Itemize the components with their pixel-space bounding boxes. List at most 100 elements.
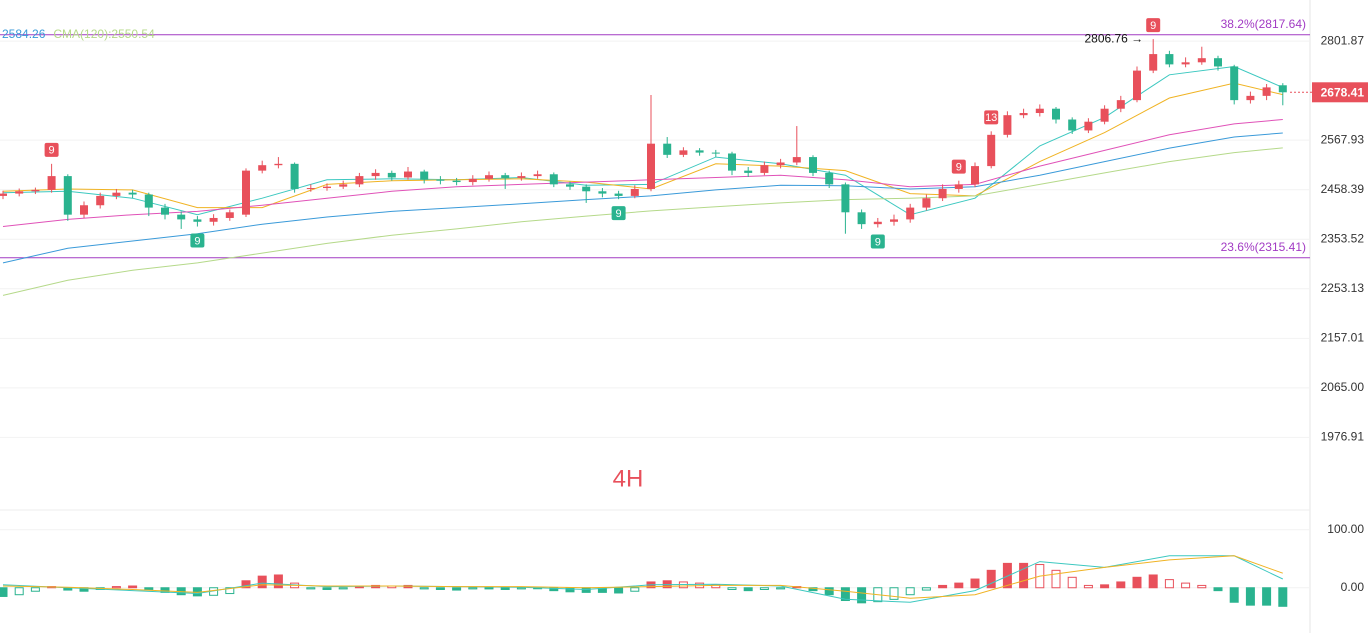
candle-body <box>0 193 7 196</box>
candle-body <box>647 143 655 189</box>
candle-body <box>582 186 591 192</box>
peak-label: 2806.76 → <box>1084 31 1143 45</box>
macd-bar <box>1262 587 1272 606</box>
candle-body <box>258 165 267 171</box>
candle-body <box>1068 119 1077 131</box>
y-tick-label: 2353.52 <box>1321 231 1365 245</box>
macd-bar <box>1148 574 1158 589</box>
y-tick-label: 2801.87 <box>1321 33 1365 47</box>
macd-bar <box>1229 587 1239 603</box>
level-label: 23.6%(2315.41) <box>1221 240 1306 254</box>
td-label: 9 <box>956 162 962 174</box>
candle-body <box>355 176 364 185</box>
candle-body <box>744 170 753 173</box>
td-badge <box>190 233 205 248</box>
macd-bar <box>257 575 267 589</box>
candle-body <box>954 184 963 189</box>
candle-body <box>1019 113 1028 116</box>
candle-body <box>1165 54 1174 65</box>
last-price-tag <box>1312 82 1368 103</box>
candle-body <box>420 171 429 180</box>
td-badge <box>611 206 626 221</box>
macd-bar <box>1100 584 1110 589</box>
y-tick-label: 1976.91 <box>1321 430 1365 444</box>
candle-body <box>517 176 526 178</box>
candle-body <box>598 191 607 194</box>
td-badge <box>984 110 999 125</box>
candle-body <box>468 178 477 183</box>
macd-bar <box>306 587 316 590</box>
candle-body <box>339 184 348 187</box>
candle-body <box>177 214 186 220</box>
candle-body <box>209 217 218 222</box>
td-label: 9 <box>194 235 200 247</box>
macd-bar <box>14 587 24 596</box>
candle-body <box>1214 58 1222 67</box>
candle-body <box>825 172 834 185</box>
level-label: 38.2%(2817.64) <box>1221 17 1306 31</box>
candle-body <box>80 205 88 215</box>
candle-body <box>987 134 996 167</box>
td-badge <box>1146 18 1161 33</box>
macd-bar <box>1132 576 1142 589</box>
candle-body <box>306 188 315 190</box>
macd-bar <box>808 587 818 592</box>
candle-body <box>1246 95 1255 101</box>
macd-bar <box>128 585 138 589</box>
candle-body <box>242 170 250 215</box>
timeframe-label: 4H <box>613 465 644 492</box>
candle-body <box>679 150 688 155</box>
macd-bar <box>1067 576 1077 589</box>
candle-body <box>1133 70 1141 101</box>
ma-label: CMA(120):2550.54 <box>53 27 155 41</box>
candle-body <box>452 180 461 183</box>
macd-bar <box>1197 584 1207 589</box>
macd-bar <box>241 580 251 589</box>
macd-bar <box>905 587 915 596</box>
macd-bar <box>986 569 996 589</box>
candle-body <box>663 143 672 155</box>
candle-body <box>695 150 704 153</box>
macd-dea <box>2 555 1283 599</box>
candle-body <box>96 195 105 206</box>
macd-bar <box>338 587 348 590</box>
candle-body <box>1084 121 1093 131</box>
macd-bar <box>1181 582 1191 589</box>
td-label: 9 <box>875 236 881 248</box>
candle-body <box>193 219 202 222</box>
macd-bar <box>500 587 510 590</box>
candle-body <box>1035 108 1044 114</box>
candle-body <box>371 172 380 177</box>
macd-bar <box>111 586 121 589</box>
candle-body <box>971 166 979 185</box>
macd-bar <box>30 587 40 592</box>
macd-bar <box>516 587 526 590</box>
macd-bar <box>1245 587 1255 606</box>
candle-body <box>938 188 947 199</box>
candle-body <box>1100 108 1109 122</box>
moving-average <box>2 132 1283 264</box>
macd-bar <box>727 587 737 590</box>
last-price-label: 2678.41 <box>1321 85 1365 99</box>
candle-body <box>857 212 866 225</box>
macd-bar <box>581 587 591 593</box>
candle-body <box>15 191 24 194</box>
macd-bar <box>776 587 786 590</box>
candle-body <box>63 176 72 215</box>
candle-body <box>1149 54 1158 71</box>
macd-bar <box>419 587 429 590</box>
macd-bar <box>824 587 834 596</box>
candle-body <box>614 193 623 196</box>
macd-bar <box>1083 584 1093 589</box>
macd-tick-label: 100.00 <box>1327 522 1364 536</box>
candle-body <box>436 179 445 181</box>
candle-body <box>533 174 542 177</box>
y-tick-label: 2253.13 <box>1321 281 1365 295</box>
macd-bar <box>273 574 283 589</box>
candle-body <box>549 174 558 185</box>
td-badge <box>44 142 59 157</box>
candle-body <box>1181 62 1190 65</box>
macd-bar <box>711 584 721 589</box>
